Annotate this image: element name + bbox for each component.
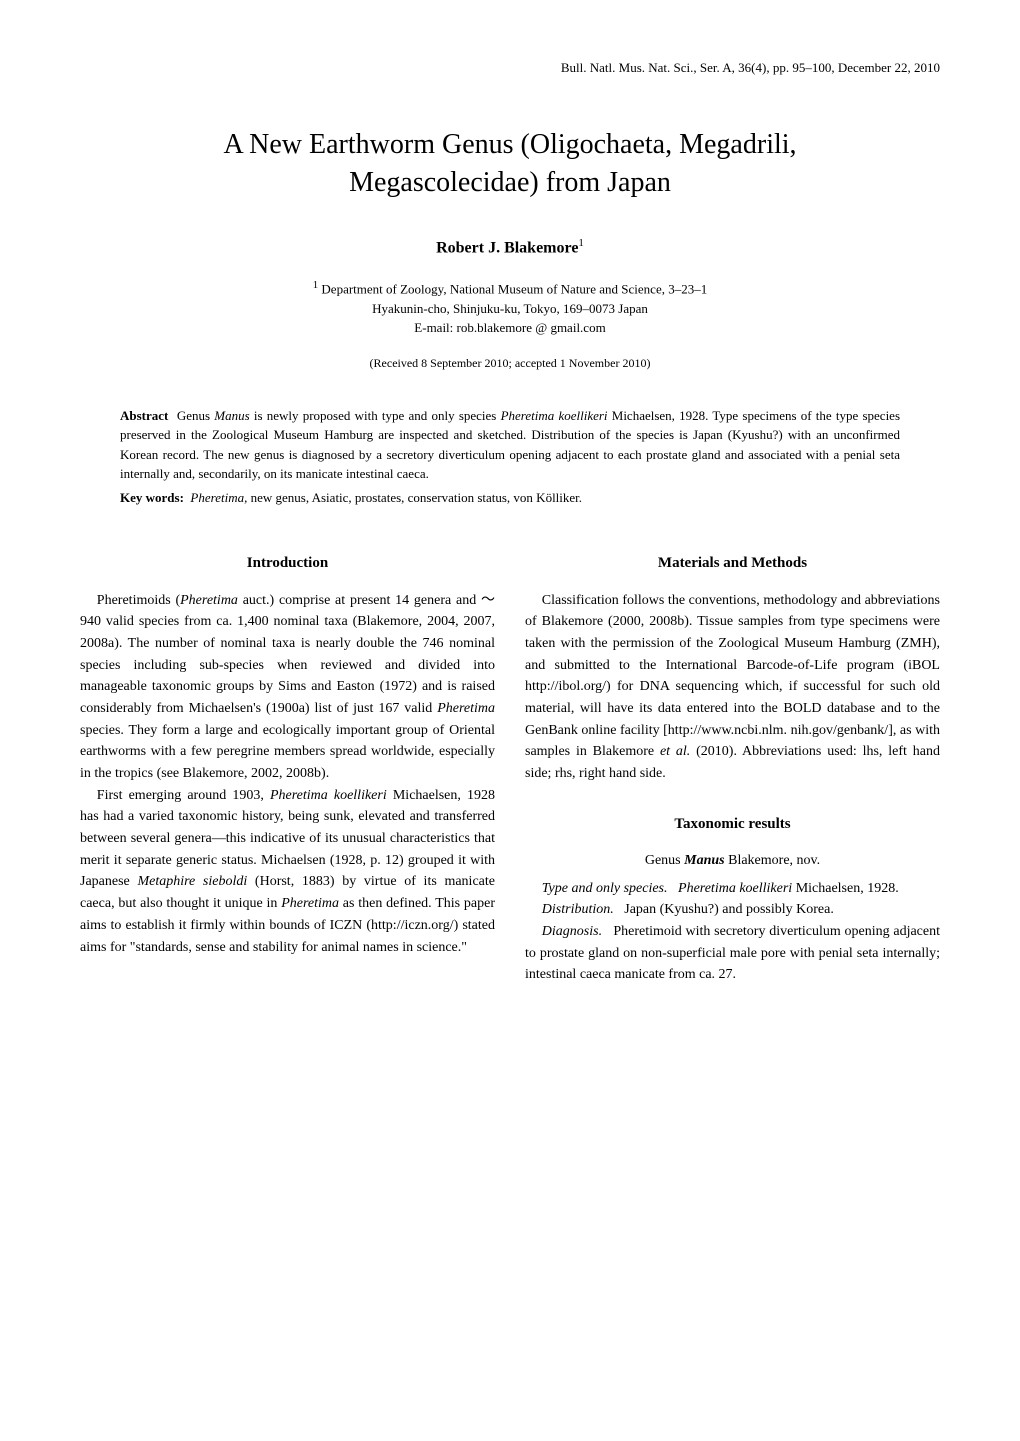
left-column: Introduction Pheretimoids (Pheretima auc… [80, 552, 495, 986]
intro-para-2: First emerging around 1903, Pheretima ko… [80, 785, 495, 959]
right-column: Materials and Methods Classification fol… [525, 552, 940, 986]
abstract-t1d: Pheretima koellikeri [501, 408, 608, 423]
tl-b: Pheretima koellikeri [678, 881, 792, 896]
tl-c: Michaelsen, 1928. [792, 881, 899, 896]
paper-title: A New Earthworm Genus (Oligochaeta, Mega… [80, 126, 940, 202]
materials-heading: Materials and Methods [525, 552, 940, 575]
abstract-block: Abstract Genus Manus is newly proposed w… [120, 406, 900, 508]
tl-a: Type and only species. [542, 881, 668, 896]
diagnosis-line: Diagnosis. Pheretimoid with secretory di… [525, 921, 940, 986]
author-text: Robert J. Blakemore [436, 239, 578, 256]
p2f: Pheretima [281, 896, 339, 911]
abstract-t1a: Genus [177, 408, 214, 423]
affiliation-sup: 1 [313, 279, 318, 291]
author-name: Robert J. Blakemore1 [80, 237, 940, 257]
introduction-heading: Introduction [80, 552, 495, 575]
abstract-t1c: is newly proposed with type and only spe… [250, 408, 501, 423]
p1a: Pheretimoids ( [97, 593, 180, 608]
affiliation: 1 Department of Zoology, National Museum… [80, 277, 940, 338]
abstract-t1b: Manus [214, 408, 249, 423]
genus-line: Genus Manus Blakemore, nov. [525, 850, 940, 872]
keywords-line: Key words: Pheretima, new genus, Asiatic… [120, 488, 900, 508]
keywords-label: Key words: [120, 490, 184, 505]
materials-para-1: Classification follows the conventions, … [525, 590, 940, 785]
dg-a: Diagnosis. [542, 924, 602, 939]
affiliation-line-3: E-mail: rob.blakemore @ gmail.com [414, 320, 605, 335]
keywords-k1: Pheretima [190, 490, 244, 505]
affiliation-line-2: Hyakunin-cho, Shinjuku-ku, Tokyo, 169–00… [372, 301, 648, 316]
dl-b: Japan (Kyushu?) and possibly Korea. [624, 902, 834, 917]
type-species-line: Type and only species. Pheretima koellik… [525, 878, 940, 900]
gl-a: Genus [645, 853, 684, 868]
mp1a: Classification follows the conventions, … [525, 593, 940, 760]
gl-b: Manus [684, 853, 724, 868]
distribution-line: Distribution. Japan (Kyushu?) and possib… [525, 899, 940, 921]
p1d: Pheretima [437, 701, 495, 716]
p2b: Pheretima koellikeri [270, 788, 387, 803]
p1e: species. They form a large and ecologica… [80, 723, 495, 781]
abstract-label: Abstract [120, 408, 168, 423]
intro-para-1: Pheretimoids (Pheretima auct.) comprise … [80, 590, 495, 785]
author-sup: 1 [578, 237, 584, 249]
received-date: (Received 8 September 2010; accepted 1 N… [80, 356, 940, 371]
mp1b: et al. [660, 744, 690, 759]
header-citation: Bull. Natl. Mus. Nat. Sci., Ser. A, 36(4… [80, 60, 940, 76]
p2a: First emerging around 1903, [97, 788, 270, 803]
title-line-1: A New Earthworm Genus (Oligochaeta, Mega… [223, 129, 796, 160]
keywords-k2: , new genus, Asiatic, prostates, conserv… [244, 490, 582, 505]
p2d: Metaphire sieboldi [137, 874, 247, 889]
gl-c: Blakemore, nov. [725, 853, 821, 868]
taxonomic-heading: Taxonomic results [525, 813, 940, 836]
two-column-layout: Introduction Pheretimoids (Pheretima auc… [80, 552, 940, 986]
p1b: Pheretima [180, 593, 238, 608]
title-line-2: Megascolecidae) from Japan [349, 167, 671, 198]
affiliation-line-1: Department of Zoology, National Museum o… [321, 281, 707, 296]
p1c: auct.) comprise at present 14 genera and… [80, 593, 495, 716]
dl-a: Distribution. [542, 902, 614, 917]
